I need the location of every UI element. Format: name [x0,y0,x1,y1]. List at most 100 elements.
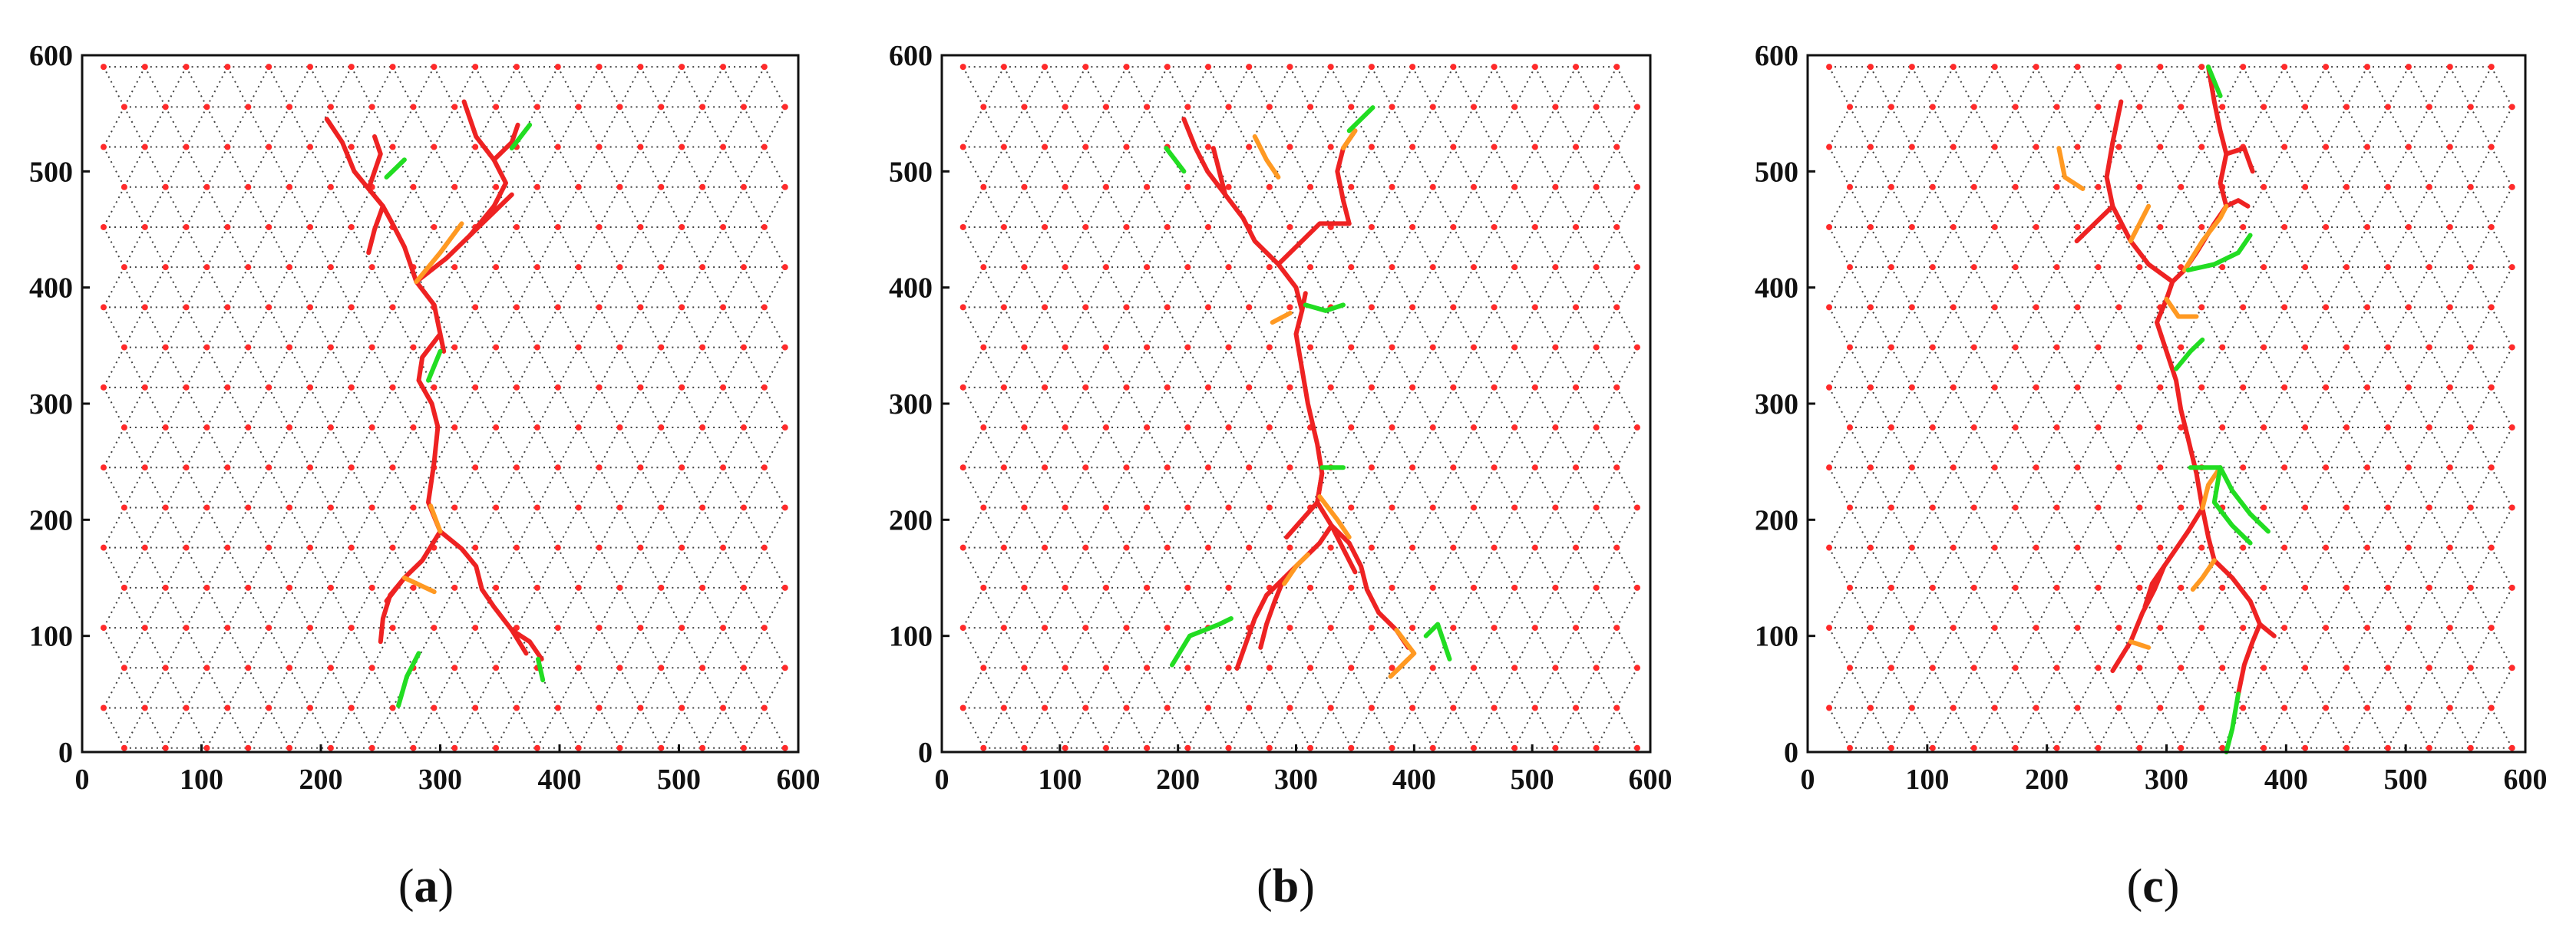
mesh-link [1616,427,1638,468]
mesh-link [1973,147,1996,188]
mesh-link [1493,106,1516,148]
mesh-link [1828,547,1851,589]
mesh-link [763,667,786,708]
mesh-link [1575,387,1597,428]
mesh-link [1289,387,1312,428]
lattice-node [2467,665,2474,671]
mesh-link [2221,266,2244,308]
lattice-node [1123,223,1130,230]
lattice-node [1286,384,1293,391]
mesh-link [983,708,1005,749]
mesh-link [124,306,146,348]
mesh-link [144,547,167,589]
lattice-node [203,104,210,111]
mesh-link [2242,347,2265,388]
mesh-link [1616,266,1638,308]
lattice-node [1593,183,1600,190]
lattice-node [1102,344,1109,351]
mesh-link [350,306,373,348]
mesh-link [2387,667,2409,708]
mesh-link [2180,547,2203,589]
mesh-link [1125,266,1148,308]
lattice-node [224,64,231,71]
mesh-link [2366,627,2389,668]
mesh-link [2325,147,2347,188]
mesh-link [2408,667,2430,708]
mesh-link [1207,667,1230,708]
mesh-link [1554,387,1577,428]
mesh-link [2408,306,2430,348]
mesh-link [1003,708,1025,749]
mesh-link [1085,226,1107,268]
lattice-node [1950,64,1957,71]
mesh-link [983,506,1005,549]
mesh-link [2159,708,2182,749]
lattice-node [658,424,665,431]
lattice-node [720,544,727,551]
mesh-link [1207,506,1230,549]
mesh-link [1085,66,1107,107]
mesh-link [681,147,704,188]
mesh-link [1125,467,1148,508]
mesh-link [2304,667,2327,708]
mesh-link [1473,266,1495,308]
mesh-link [495,306,517,348]
mesh-link [309,427,332,468]
mesh-link [2159,506,2182,549]
mesh-link [1575,708,1597,749]
lattice-node [2343,344,2350,351]
mesh-link [722,306,745,348]
mesh-link [556,226,580,268]
lattice-node [2115,464,2122,471]
lattice-node [2302,584,2309,591]
lattice-node [2384,344,2391,351]
mesh-link [433,506,456,549]
lattice-node [1184,183,1191,190]
mesh-link [289,467,311,508]
mesh-link [1973,547,1996,589]
mesh-link [1371,587,1393,628]
mesh-link [1514,266,1536,308]
lattice-node [2136,584,2143,591]
mesh-link [1870,427,1892,468]
lattice-node [1573,544,1580,551]
x-tick-label: 500 [657,764,701,796]
x-tick-label: 200 [2025,764,2069,796]
mesh-link [2284,587,2306,628]
mesh-link [474,627,497,668]
mesh-link [1993,66,2016,107]
mesh-link [371,266,394,308]
mesh-link [1309,306,1332,348]
lattice-node [1184,665,1191,671]
mesh-link [2201,667,2224,708]
mesh-link [144,306,167,348]
lattice-node [162,665,169,671]
mesh-link [2035,506,2058,549]
mesh-link [1973,427,1996,468]
mesh-link [1973,66,1996,107]
plot-frame [940,54,1652,754]
mesh-link [1828,147,1851,188]
lattice-node [1970,584,1977,591]
mesh-link [1248,147,1270,188]
lattice-node [1593,344,1600,351]
mesh-link [1166,66,1189,107]
lattice-node [121,504,127,511]
mesh-link [412,186,435,228]
mesh-link [2469,547,2492,589]
mesh-link [185,427,208,468]
lattice-node [1552,744,1559,751]
lattice-node [224,223,231,230]
mesh-link [1227,467,1250,508]
mesh-link [1329,347,1352,388]
mesh-link [1534,186,1557,228]
mesh-link [556,266,580,308]
mesh-link [1350,106,1372,148]
mesh-link [516,708,538,749]
mesh-link [1432,547,1455,589]
mesh-link [1289,186,1312,228]
mesh-link [124,506,146,549]
lattice-node [1573,144,1580,150]
mesh-link [1493,708,1516,749]
